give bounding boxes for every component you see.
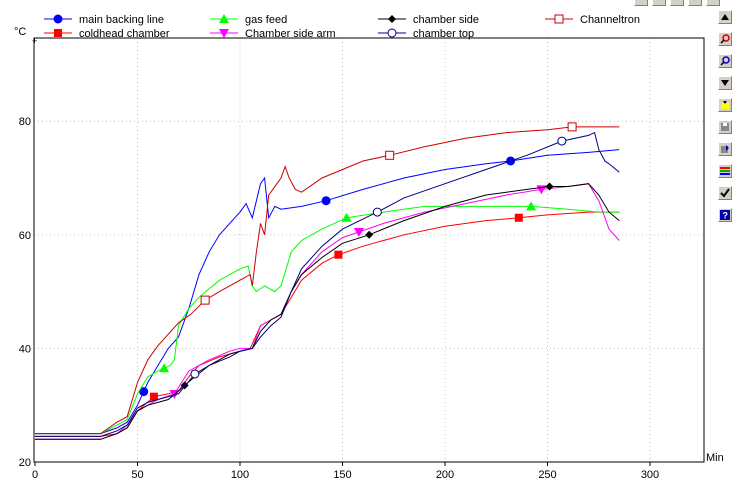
data-point — [554, 14, 564, 24]
x-tick-label: 200 — [436, 469, 454, 481]
plot-frame — [33, 37, 705, 463]
data-point — [365, 230, 374, 239]
y-axis-label: °C — [14, 26, 26, 38]
y-tick-label: 20 — [19, 457, 31, 469]
data-point — [200, 295, 210, 305]
x-tick-label: 50 — [131, 469, 143, 481]
data-point — [514, 213, 523, 222]
legend-label: Channeltron — [580, 14, 640, 26]
series-channeltron — [35, 122, 620, 435]
series-line — [35, 211, 620, 437]
legend-label: chamber side — [413, 14, 479, 26]
series-main-backing-line — [35, 149, 620, 435]
legend-entry: Chamber side arm — [210, 28, 335, 40]
data-point — [353, 227, 364, 237]
color-lines-icon — [720, 167, 730, 175]
chart-toolbar: ? — [716, 6, 734, 222]
legend-label: coldhead chamber — [79, 28, 170, 40]
series-coldhead-chamber — [35, 211, 620, 437]
triangle-up-icon — [721, 14, 729, 20]
legend-label: gas feed — [245, 14, 287, 26]
export-button[interactable] — [718, 98, 732, 112]
data-point — [219, 29, 229, 38]
data-point — [341, 212, 352, 222]
zoom-out-button[interactable] — [718, 54, 732, 68]
confirm-button[interactable] — [718, 186, 732, 200]
legend-entry: gas feed — [210, 14, 287, 26]
data-point — [54, 29, 62, 37]
legend-entry: chamber top — [378, 28, 474, 40]
series-line — [35, 183, 620, 440]
pan-button[interactable] — [688, 0, 702, 6]
data-point — [387, 28, 397, 38]
data-point — [53, 14, 63, 24]
data-point — [557, 136, 567, 146]
floppy-disk-icon — [721, 123, 729, 131]
x-axis-label: Min — [706, 452, 724, 464]
series-line — [35, 126, 620, 435]
legend-label: main backing line — [79, 14, 164, 26]
svg-text:?: ? — [723, 211, 729, 221]
series-line — [35, 183, 620, 440]
data-point — [388, 15, 396, 23]
data-point — [139, 387, 149, 397]
save-as-button[interactable] — [718, 142, 732, 156]
legend-label: chamber top — [413, 28, 474, 40]
y-tick-label: 80 — [19, 116, 31, 128]
zoom-out-icon — [720, 56, 730, 66]
x-tick-label: 300 — [641, 469, 659, 481]
data-point — [159, 363, 170, 373]
legend: main backing line coldhead chamber gas fee… — [44, 14, 640, 40]
folder-arrow-icon — [721, 101, 729, 109]
legend-entry: coldhead chamber — [44, 28, 170, 40]
series-line — [35, 205, 620, 435]
y-tick-label: 60 — [19, 230, 31, 242]
axis-layer: 0 50 100 150 200 250 300 20 40 60 80 — [19, 116, 659, 481]
series-gas-feed — [35, 201, 620, 435]
series-line — [35, 131, 620, 437]
data-point — [334, 250, 343, 259]
data-point — [545, 182, 554, 191]
legend-entry: main backing line — [44, 14, 164, 26]
x-tick-label: 0 — [32, 469, 38, 481]
x-tick-label: 100 — [231, 469, 249, 481]
legend-entry: chamber side — [378, 14, 479, 26]
series-layer — [35, 122, 620, 440]
scroll-right-button[interactable] — [652, 0, 666, 6]
checkmark-icon — [720, 188, 730, 198]
series-chamber-side-arm — [35, 183, 620, 440]
data-point — [149, 392, 158, 401]
triangle-down-icon — [721, 80, 729, 86]
x-tick-label: 250 — [538, 469, 556, 481]
disk-arrow-icon — [721, 145, 729, 153]
scroll-left-button[interactable] — [634, 0, 648, 6]
x-tick-label: 150 — [333, 469, 351, 481]
data-point — [567, 122, 577, 132]
legend-label: Chamber side arm — [245, 28, 335, 40]
save-button[interactable] — [718, 120, 732, 134]
zoom-in-button[interactable] — [718, 32, 732, 46]
series-colors-button[interactable] — [718, 164, 732, 178]
data-point — [321, 196, 331, 206]
help-button[interactable]: ? — [718, 208, 732, 222]
data-point — [372, 207, 382, 217]
series-chamber-top — [35, 131, 620, 437]
options-button[interactable] — [706, 0, 720, 6]
data-point — [526, 201, 537, 211]
legend-entry: Channeltron — [545, 14, 640, 26]
zoom-step-button[interactable] — [670, 0, 684, 6]
question-mark-icon: ? — [720, 210, 730, 220]
series-chamber-side — [35, 182, 620, 440]
y-tick-label: 40 — [19, 343, 31, 355]
series-line — [35, 149, 620, 435]
data-point — [219, 14, 229, 23]
grid — [34, 38, 704, 462]
data-point — [385, 150, 395, 160]
scroll-up-button[interactable] — [718, 10, 732, 24]
y-axis-plus-marker: + — [32, 36, 37, 46]
scroll-down-button[interactable] — [718, 76, 732, 90]
zoom-in-icon — [720, 34, 730, 44]
data-point — [190, 369, 200, 379]
